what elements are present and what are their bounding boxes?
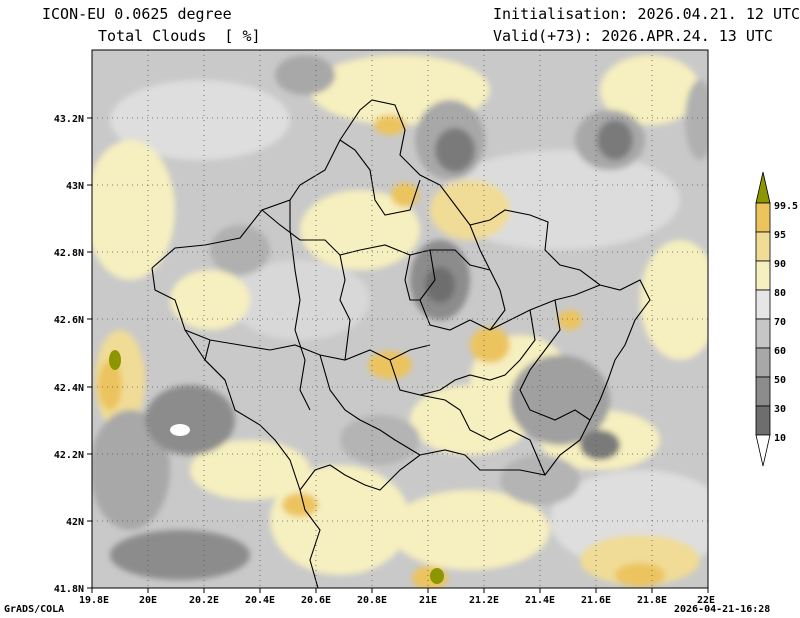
colorbar-label: 60 [774, 346, 786, 357]
variable-label: Total Clouds [ %] [98, 27, 261, 45]
colorbar [755, 171, 771, 467]
colorbar-segment [755, 405, 771, 436]
lon-label: 21.2E [469, 595, 499, 606]
lat-label: 42.4N [54, 383, 84, 394]
colorbar-label: 90 [774, 259, 786, 270]
colorbar-segment [755, 202, 771, 233]
colorbar-label: 30 [774, 404, 786, 415]
lon-label: 20E [139, 595, 157, 606]
colorbar-label: 99.5 [774, 201, 798, 212]
lon-label: 19.8E [79, 595, 109, 606]
lon-label: 22E [697, 595, 715, 606]
colorbar-segment [755, 260, 771, 291]
colorbar-segment [755, 347, 771, 378]
render-timestamp: 2026-04-21-16:28 [674, 604, 771, 615]
colorbar-bottom-triangle [755, 434, 771, 467]
colorbar-segment [755, 376, 771, 407]
lon-label: 21.4E [525, 595, 555, 606]
lon-label: 21.8E [637, 595, 667, 606]
lat-label: 42.6N [54, 315, 84, 326]
software-credit: GrADS/COLA [4, 604, 65, 615]
colorbar-label: 70 [774, 317, 786, 328]
lat-label: 43.2N [54, 114, 84, 125]
colorbar-segment [755, 231, 771, 262]
lat-label: 42.2N [54, 450, 84, 461]
lon-label: 21.6E [581, 595, 611, 606]
cloud-field [92, 50, 708, 588]
initialisation-label: Initialisation: 2026.04.21. 12 UTC [493, 5, 800, 23]
lon-label: 20.4E [245, 595, 275, 606]
colorbar-top-triangle [755, 171, 771, 204]
colorbar-label: 10 [774, 433, 786, 444]
colorbar-segment [755, 318, 771, 349]
colorbar-label: 80 [774, 288, 786, 299]
colorbar-segment [755, 289, 771, 320]
lon-label: 21E [419, 595, 437, 606]
lon-label: 20.8E [357, 595, 387, 606]
valid-time-label: Valid(+73): 2026.APR.24. 13 UTC [493, 27, 773, 45]
lat-label: 41.8N [54, 584, 84, 595]
colorbar-label: 50 [774, 375, 786, 386]
lat-label: 43N [66, 181, 84, 192]
lat-label: 42.8N [54, 248, 84, 259]
lon-label: 20.2E [189, 595, 219, 606]
lon-label: 20.6E [301, 595, 331, 606]
lat-label: 42N [66, 517, 84, 528]
colorbar-label: 95 [774, 230, 786, 241]
country-borders [151, 99, 651, 588]
map-title: ICON-EU 0.0625 degree [42, 5, 232, 23]
